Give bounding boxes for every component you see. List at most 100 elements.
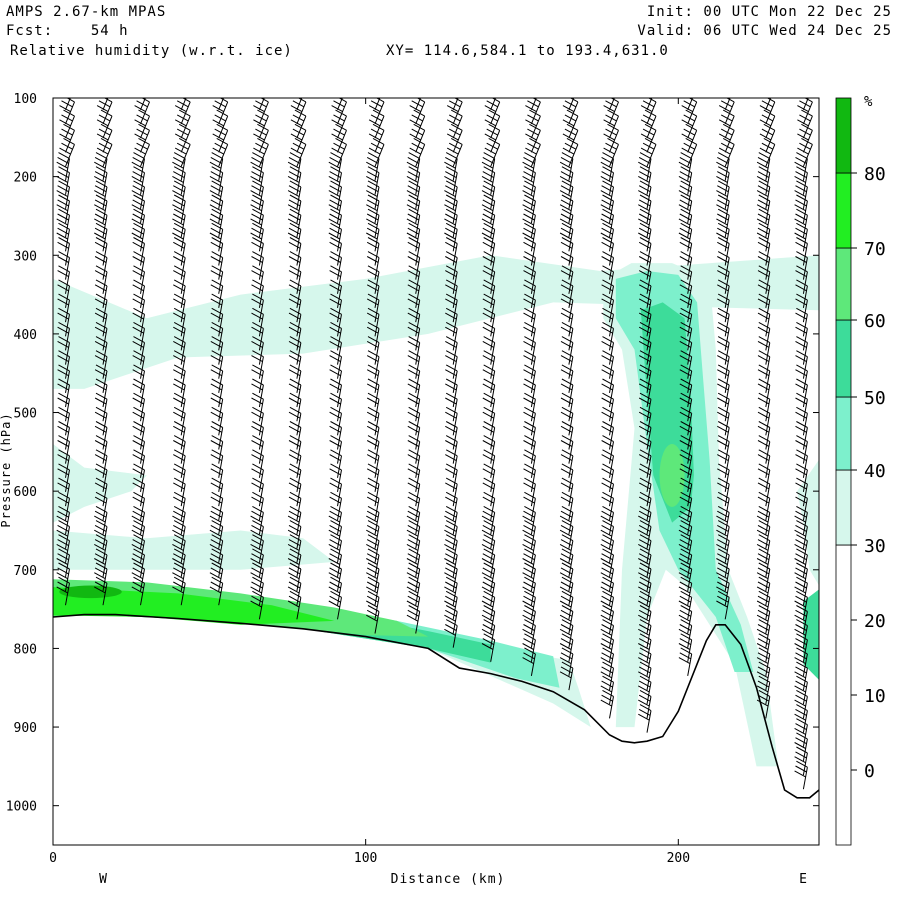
wind-barb [368, 123, 385, 153]
wind-barb [288, 463, 302, 492]
wind-barb [678, 166, 693, 195]
wind-barb [210, 378, 224, 408]
wind-barb [96, 109, 113, 139]
wind-barb [679, 336, 693, 365]
wind-barb [795, 378, 808, 408]
wind-barb [251, 279, 264, 308]
wind-barb [407, 293, 421, 323]
wind-barb [445, 435, 458, 464]
wind-barb [600, 562, 614, 592]
wind-barb [600, 505, 614, 535]
wind-barb [445, 336, 458, 365]
wind-barb [717, 336, 730, 365]
wind-barb [57, 251, 70, 280]
wind-barb [523, 463, 536, 492]
wind-barb [560, 378, 574, 408]
wind-barb [444, 208, 458, 238]
wind-barb [56, 166, 70, 195]
wind-barb [406, 534, 421, 563]
wind-barb [638, 633, 652, 662]
wind-barb [522, 605, 536, 634]
wind-barb [444, 562, 458, 592]
wind-barb [757, 350, 771, 379]
wind-barb [57, 477, 70, 507]
wind-barb [522, 619, 536, 648]
wind-barb [56, 534, 70, 563]
wind-barb [559, 590, 574, 620]
wind-barb [210, 477, 224, 507]
wind-barb [681, 137, 698, 167]
wind-barb [601, 364, 614, 393]
wind-barb [445, 378, 458, 408]
wind-barb [679, 491, 693, 521]
wind-barb [559, 180, 574, 209]
wind-barb [134, 137, 150, 167]
wind-barb [525, 98, 541, 125]
wind-barb [407, 237, 421, 266]
wind-barb [638, 237, 652, 266]
wind-barb [407, 491, 421, 521]
wind-barb [444, 590, 458, 620]
wind-barb [329, 350, 342, 379]
wind-barb [406, 562, 421, 592]
colorbar-bin [835, 247, 852, 321]
wind-barb [366, 520, 380, 549]
wind-barb [638, 293, 652, 323]
wind-barb [717, 491, 730, 521]
wind-barb [173, 251, 186, 280]
wind-barb [94, 265, 108, 294]
wind-barb [444, 166, 458, 195]
wind-barb [600, 689, 614, 719]
wind-barb [794, 534, 808, 563]
wind-barb [797, 137, 813, 167]
wind-barb [600, 208, 614, 238]
wind-barb [288, 279, 302, 308]
wind-barb [757, 279, 771, 308]
wind-barb [132, 449, 145, 478]
wind-barb [366, 208, 380, 238]
wind-barb [490, 98, 497, 110]
wind-barb [482, 491, 496, 521]
wind-barb [131, 180, 145, 209]
wind-barb [717, 463, 730, 492]
wind-barb [131, 166, 145, 195]
wind-barb [640, 109, 657, 139]
wind-barb [251, 406, 264, 436]
wind-barb [600, 675, 614, 705]
wind-barb [59, 98, 75, 125]
wind-barb [331, 98, 347, 125]
colorbar-label: 30 [864, 536, 886, 557]
wind-barb [638, 194, 652, 224]
wind-barb [328, 534, 342, 563]
wind-barb [600, 619, 614, 648]
wind-barb [173, 265, 186, 294]
wind-barb [94, 435, 108, 464]
wind-barb [251, 251, 264, 280]
wind-barb [287, 152, 302, 181]
wind-barb [716, 166, 730, 195]
wind-barb [638, 449, 652, 478]
wind-barb [94, 491, 108, 521]
wind-barb [679, 421, 693, 450]
wind-barb [717, 364, 730, 393]
wind-barb [638, 576, 652, 606]
wind-barb [481, 505, 496, 535]
wind-barb [329, 421, 342, 450]
wind-barb [366, 576, 380, 606]
wind-barb [638, 378, 652, 408]
wind-barb [794, 732, 808, 761]
wind-barb [445, 491, 458, 521]
wind-barb [329, 265, 342, 294]
wind-barb [366, 505, 380, 535]
wind-barb [287, 576, 302, 606]
wind-barb [600, 647, 614, 676]
wind-barb [687, 98, 694, 110]
wind-barb [482, 336, 496, 365]
wind-barb [210, 491, 224, 521]
wind-barb [140, 98, 146, 110]
model-title: AMPS 2.67-km MPAS [6, 4, 167, 20]
wind-barb [57, 293, 70, 323]
wind-barb [131, 520, 145, 549]
colorbar-bin [835, 172, 852, 249]
wind-barb [717, 251, 730, 280]
